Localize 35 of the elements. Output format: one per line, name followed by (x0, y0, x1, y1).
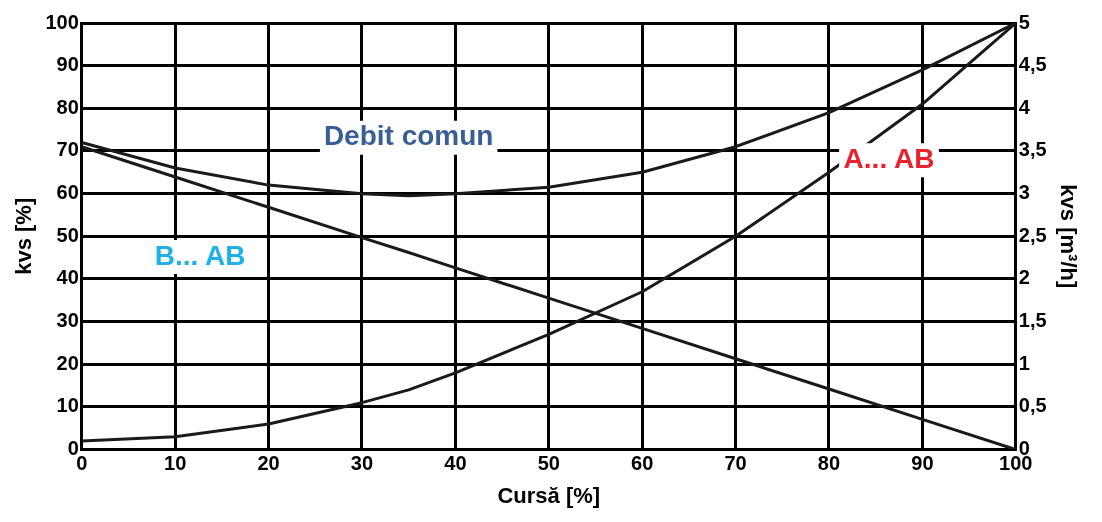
y2-tick-label: 5 (1018, 10, 1030, 33)
series-label: Debit comun (323, 120, 494, 152)
y2-tick-label: 1 (1018, 351, 1030, 374)
y-tick-label: 10 (56, 394, 79, 417)
y-tick-label: 20 (56, 351, 79, 374)
x-tick-label: 90 (911, 452, 934, 475)
x-tick-label: 40 (444, 452, 467, 475)
y2-tick-label: 0,5 (1018, 394, 1047, 417)
x-tick-label: 20 (257, 452, 280, 475)
y2-tick-label: 3,5 (1018, 138, 1047, 161)
x-tick-label: 30 (350, 452, 374, 475)
y2-tick-label: 2 (1018, 266, 1030, 289)
y2-tick-label: 3 (1018, 181, 1030, 204)
y-tick-label: 40 (56, 266, 79, 289)
x-tick-label: 50 (537, 452, 560, 475)
series-label: A... AB (843, 143, 935, 175)
y-axis-title: kvs [%] (11, 197, 37, 275)
y-tick-label: 90 (56, 53, 79, 76)
y2-tick-label: 2,5 (1018, 223, 1047, 246)
y-tick-label: 80 (56, 95, 79, 118)
y2-tick-label: 4 (1018, 95, 1031, 118)
x-tick-label: 80 (817, 452, 841, 475)
series-label: B... AB (154, 239, 246, 271)
y-tick-label: 50 (56, 223, 79, 246)
x-tick-label: 70 (724, 452, 747, 475)
y-tick-label: 30 (56, 309, 79, 332)
y2-axis-title: kvs [m³/h] (1055, 184, 1081, 289)
x-axis-title: Cursă [%] (497, 482, 601, 508)
y2-tick-label: 1,5 (1018, 309, 1047, 332)
x-tick-label: 60 (631, 452, 654, 475)
y-tick-label: 70 (56, 138, 79, 161)
y2-tick-label: 4,5 (1018, 53, 1047, 76)
x-tick-label: 10 (164, 452, 187, 475)
y-tick-label: 100 (45, 10, 79, 33)
y-tick-label: 60 (56, 181, 79, 204)
